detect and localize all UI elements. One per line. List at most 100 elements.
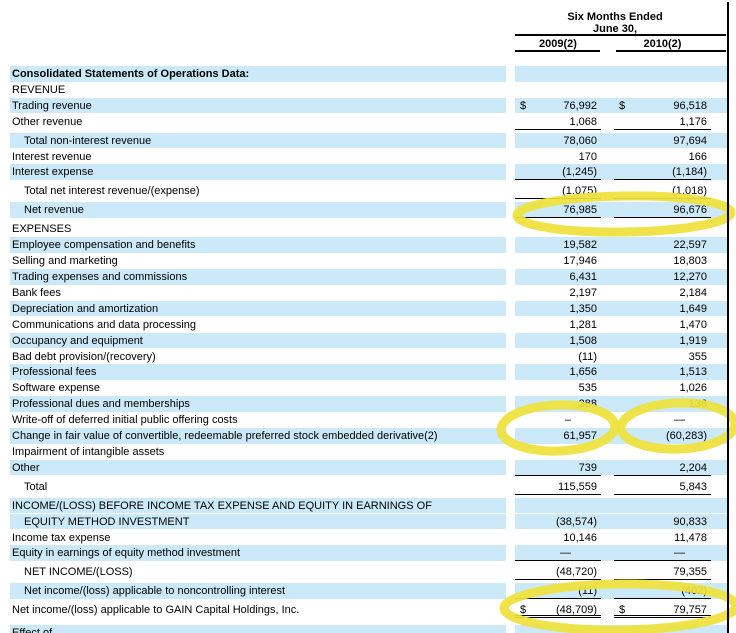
value-cell-2010: (1,184) bbox=[614, 164, 711, 181]
row-values: 535 1,026 bbox=[515, 380, 727, 396]
table-row: Consolidated Statements of Operations Da… bbox=[0, 66, 736, 82]
value-cell-2009: (38,574) bbox=[515, 514, 601, 530]
value-cell-2009 bbox=[515, 444, 601, 460]
value-2009: 1,508 bbox=[569, 334, 597, 347]
value-2010: (402) bbox=[681, 585, 707, 598]
value-cell-2009 bbox=[515, 82, 601, 98]
value-cell-2010: 5,843 bbox=[614, 479, 711, 495]
row-label: Trading revenue bbox=[10, 97, 506, 114]
value-cell-2010: — bbox=[614, 412, 711, 428]
row-label: Change in fair value of convertible, red… bbox=[10, 428, 506, 444]
value-2010: 12,270 bbox=[673, 271, 707, 284]
table-row: Total net interest revenue/(expense) (1,… bbox=[0, 183, 736, 202]
value-2010: 355 bbox=[688, 350, 707, 363]
table-row: NET INCOME/(LOSS) (48,720) 79,355 bbox=[0, 564, 736, 583]
row-values: 61,957 (60,283) bbox=[515, 428, 727, 444]
row-values: 739 2,204 bbox=[515, 459, 727, 476]
value-cell-2010: 1,513 bbox=[614, 364, 711, 380]
value-cell-2009 bbox=[515, 66, 601, 82]
value-cell-2010 bbox=[614, 444, 711, 460]
row-values: 1,350 1,649 bbox=[515, 300, 727, 317]
value-2009: 388 bbox=[578, 398, 597, 411]
column-header-2010: 2010(2) bbox=[643, 38, 682, 50]
value-cell-2009: (1,245) bbox=[515, 164, 601, 181]
value-2010: 2,184 bbox=[679, 287, 707, 300]
value-cell-2010: 11,478 bbox=[614, 530, 711, 546]
value-2009: (48,720) bbox=[556, 566, 597, 579]
row-label: Bad debt provision/(recovery) bbox=[12, 350, 156, 363]
value-cell-2010: 12,270 bbox=[614, 269, 711, 285]
row-values: 19,582 22,597 bbox=[515, 237, 727, 253]
row-values: – — bbox=[515, 412, 727, 428]
row-label: Other revenue bbox=[12, 115, 83, 128]
value-2010: — bbox=[674, 414, 685, 427]
value-cell-2009: 1,281 bbox=[515, 317, 601, 333]
row-label: Interest expense bbox=[10, 164, 506, 180]
value-2010: 136 bbox=[688, 398, 707, 411]
value-cell-2009: 10,146 bbox=[515, 530, 601, 546]
row-values: 1,068 1,176 bbox=[515, 114, 727, 130]
value-2009: (48,709) bbox=[556, 604, 597, 617]
row-label: Employee compensation and benefits bbox=[10, 237, 506, 253]
table-row: Total non-interest revenue 78,060 97,694 bbox=[0, 132, 736, 149]
value-2009: 17,946 bbox=[563, 255, 597, 268]
value-2010: (1,018) bbox=[672, 185, 707, 198]
value-2010: 96,676 bbox=[673, 204, 707, 217]
page-right-border bbox=[727, 2, 729, 633]
value-cell-2010: — bbox=[614, 545, 711, 562]
row-label: Selling and marketing bbox=[12, 255, 118, 268]
row-label: Net income/(loss) applicable to noncontr… bbox=[10, 583, 506, 599]
value-cell-2009: 115,559 bbox=[515, 479, 601, 495]
value-cell-2009: (11) bbox=[515, 349, 601, 365]
value-2010: 1,176 bbox=[679, 115, 707, 128]
value-cell-2009: 1,350 bbox=[515, 301, 601, 317]
value-2010: (60,283) bbox=[666, 430, 707, 443]
value-2010: 97,694 bbox=[673, 134, 707, 147]
table-row: Equity in earnings of equity method inve… bbox=[0, 545, 736, 564]
value-2009: (1,245) bbox=[562, 166, 597, 179]
table-row: Professional fees 1,656 1,513 bbox=[0, 364, 736, 380]
row-values: — — bbox=[515, 545, 727, 562]
value-2010: 1,919 bbox=[679, 334, 707, 347]
table-row: INCOME/(LOSS) BEFORE INCOME TAX EXPENSE … bbox=[0, 497, 736, 514]
value-2009: 2,197 bbox=[569, 287, 597, 300]
value-cell-2009: 1,068 bbox=[515, 114, 601, 130]
value-cell-2010: 1,026 bbox=[614, 380, 711, 396]
row-values: (1,075) (1,018) bbox=[515, 183, 727, 200]
row-label: Total non-interest revenue bbox=[10, 132, 506, 149]
row-label: Total net interest revenue/(expense) bbox=[24, 185, 200, 198]
value-cell-2009: (11) bbox=[515, 583, 601, 600]
value-2009: (38,574) bbox=[556, 515, 597, 528]
value-2009: 76,992 bbox=[563, 99, 597, 112]
row-label: Consolidated Statements of Operations Da… bbox=[10, 66, 506, 82]
row-values: 10,146 11,478 bbox=[515, 530, 727, 546]
dollar-sign-2010: $ bbox=[619, 604, 626, 617]
row-values: 1,656 1,513 bbox=[515, 364, 727, 380]
value-2009: – bbox=[564, 414, 571, 427]
table-row: Bank fees 2,197 2,184 bbox=[0, 285, 736, 301]
column-2010-underline bbox=[616, 50, 726, 52]
row-values: 388 136 bbox=[515, 396, 727, 412]
operations-table: Consolidated Statements of Operations Da… bbox=[0, 66, 736, 633]
table-row: Software expense 535 1,026 bbox=[0, 380, 736, 396]
value-cell-2010 bbox=[614, 66, 711, 82]
dollar-sign-2009: $ bbox=[520, 604, 527, 617]
value-cell-2010: 96,676 bbox=[614, 202, 711, 219]
value-2010: 96,518 bbox=[673, 99, 707, 112]
row-values: 115,559 5,843 bbox=[515, 479, 727, 495]
value-2009: 10,146 bbox=[563, 531, 597, 544]
row-label: REVENUE bbox=[12, 83, 66, 96]
value-cell-2009: (48,720) bbox=[515, 564, 601, 581]
row-values: (11) (402) bbox=[515, 583, 727, 600]
row-label: Income tax expense bbox=[12, 531, 111, 544]
table-row: Impairment of intangible assets bbox=[0, 444, 736, 460]
table-row: Communications and data processing 1,281… bbox=[0, 317, 736, 333]
row-values: 78,060 97,694 bbox=[515, 132, 727, 149]
value-2010: — bbox=[674, 547, 685, 560]
value-cell-2009: 1,656 bbox=[515, 364, 601, 380]
value-2010: 22,597 bbox=[673, 239, 707, 252]
value-cell-2009: 78,060 bbox=[515, 133, 601, 149]
value-cell-2009: – bbox=[515, 412, 601, 428]
row-label: Net income/(loss) applicable to GAIN Cap… bbox=[12, 604, 300, 617]
row-values bbox=[515, 497, 727, 514]
